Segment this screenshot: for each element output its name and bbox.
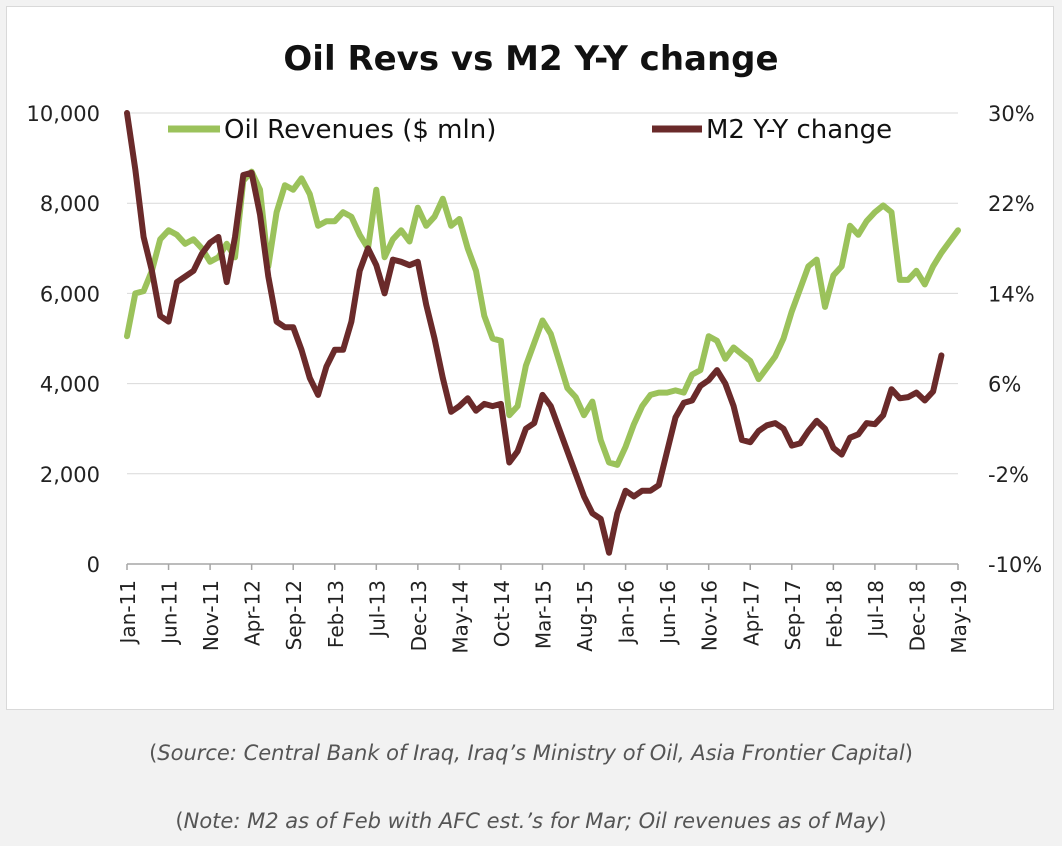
left-tick-label: 0: [87, 553, 100, 577]
legend-label-oil-revenues: Oil Revenues ($ mln): [224, 115, 496, 145]
x-tick-label: Jul-13: [365, 580, 389, 639]
left-tick-label: 2,000: [40, 463, 100, 487]
chart-title: Oil Revs vs M2 Y-Y change: [283, 39, 778, 79]
legend[interactable]: Oil Revenues ($ mln) M2 Y-Y change: [168, 115, 892, 145]
x-tick-label: Nov-16: [698, 580, 722, 651]
x-tick-label: May-19: [947, 580, 971, 654]
x-tick-label: Apr-12: [241, 580, 265, 646]
right-tick-label: 30%: [988, 102, 1035, 126]
left-tick-label: 4,000: [40, 373, 100, 397]
x-tick-label: Sep-17: [781, 580, 805, 650]
left-tick-label: 10,000: [27, 102, 100, 126]
x-tick-label: Nov-11: [199, 580, 223, 651]
m2-yy-change-line: [124, 110, 945, 556]
oil-revenues-line: [124, 168, 961, 468]
x-tick-label: Dec-13: [407, 580, 431, 651]
right-tick-label: 22%: [988, 192, 1035, 216]
right-tick-label: 14%: [988, 282, 1035, 306]
right-tick-label: -10%: [988, 553, 1042, 577]
source-caption: (Source: Central Bank of Iraq, Iraq’s Mi…: [149, 741, 913, 765]
legend-label-m2: M2 Y-Y change: [706, 115, 892, 145]
right-tick-label: 6%: [988, 373, 1021, 397]
right-tick-label: -2%: [988, 463, 1029, 487]
x-tick-label: Sep-12: [282, 580, 306, 650]
gridlines: [127, 112, 958, 475]
x-tick-label: Mar-15: [532, 580, 556, 649]
x-tick-label: May-14: [448, 580, 472, 654]
x-tick-label: Oct-14: [490, 580, 514, 647]
x-tick-label: Jul-18: [864, 580, 888, 639]
axes: 0 -10% 2,000 -2% 4,000 6% 6,000 14% 8,000 22% 10,0…: [27, 102, 1043, 654]
x-tick-label: Jan-11: [116, 580, 140, 646]
x-tick-label: Aug-15: [573, 580, 597, 652]
x-tick-label: Jun-16: [656, 580, 680, 646]
left-tick-label: 6,000: [40, 282, 100, 306]
x-tick-label: Jun-11: [158, 580, 182, 646]
note-caption: (Note: M2 as of Feb with AFC est.’s for …: [175, 809, 887, 833]
x-tick-label: Jan-16: [615, 580, 639, 646]
oil-revs-m2-chart: 0 -10% 2,000 -2% 4,000 6% 6,000 14% 8,000 22% 10,0…: [27, 39, 1043, 654]
x-tick-label: Feb-18: [822, 580, 846, 648]
note-caption-text: Note: M2 as of Feb with AFC est.’s for M…: [183, 809, 879, 833]
left-tick-label: 8,000: [40, 192, 100, 216]
x-tick-label: Feb-13: [324, 580, 348, 648]
x-tick-label: Dec-18: [905, 580, 929, 651]
x-tick-label: Apr-17: [739, 580, 763, 646]
series-lines: [124, 110, 961, 556]
source-caption-text: Source: Central Bank of Iraq, Iraq’s Min…: [157, 741, 905, 765]
